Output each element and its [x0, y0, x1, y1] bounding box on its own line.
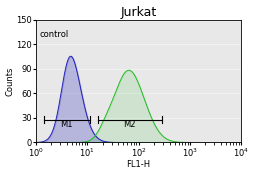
Text: M1: M1 [60, 120, 73, 129]
Text: M2: M2 [123, 120, 135, 129]
Title: Jurkat: Jurkat [120, 6, 156, 19]
Text: control: control [40, 30, 69, 38]
Y-axis label: Counts: Counts [6, 66, 14, 96]
X-axis label: FL1-H: FL1-H [126, 160, 150, 169]
